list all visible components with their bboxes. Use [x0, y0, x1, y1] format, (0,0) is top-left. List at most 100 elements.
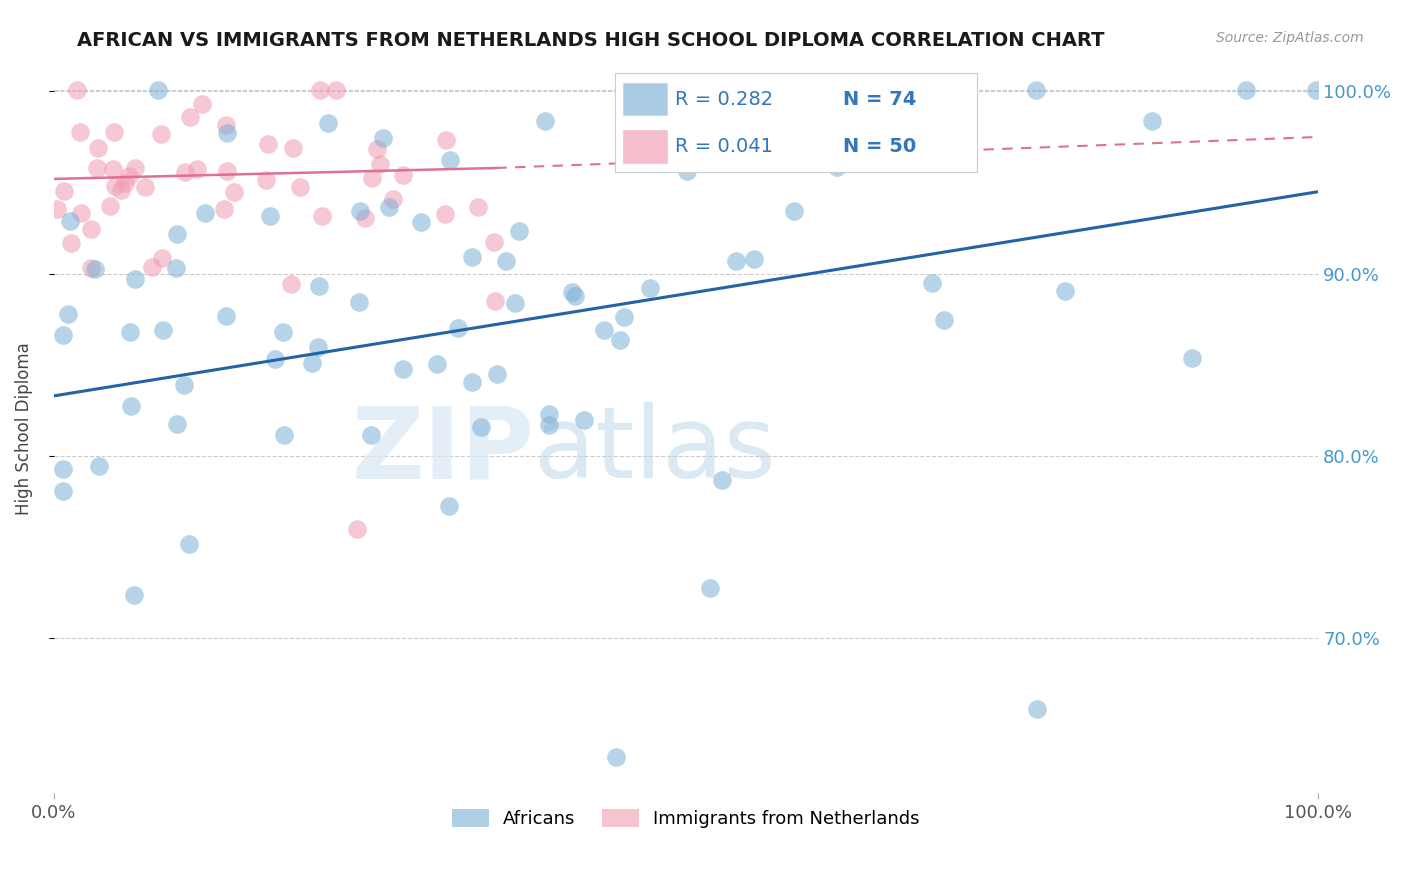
Point	[52, 328, 75, 343]
Point	[134, 179, 156, 194]
Point	[263, 352, 285, 367]
Point	[503, 295, 526, 310]
Point	[104, 179, 127, 194]
Point	[118, 169, 141, 184]
Point	[447, 321, 470, 335]
Point	[103, 125, 125, 139]
Point	[349, 203, 371, 218]
Point	[711, 473, 734, 487]
Point	[100, 199, 122, 213]
Point	[257, 136, 280, 151]
Point	[461, 375, 484, 389]
Point	[439, 153, 461, 167]
Point	[308, 279, 330, 293]
Text: R = 0.282: R = 0.282	[675, 89, 773, 109]
Point	[537, 407, 560, 421]
Point	[1054, 284, 1077, 298]
Point	[325, 82, 347, 96]
Point	[124, 272, 146, 286]
Point	[433, 207, 456, 221]
Point	[259, 209, 281, 223]
Point	[482, 235, 505, 250]
Point	[434, 133, 457, 147]
Text: AFRICAN VS IMMIGRANTS FROM NETHERLANDS HIGH SCHOOL DIPLOMA CORRELATION CHART: AFRICAN VS IMMIGRANTS FROM NETHERLANDS H…	[77, 31, 1105, 50]
Point	[290, 180, 312, 194]
Point	[53, 184, 76, 198]
Point	[378, 200, 401, 214]
Point	[439, 499, 461, 513]
Point	[194, 205, 217, 219]
Point	[486, 368, 509, 382]
Point	[79, 222, 101, 236]
Point	[360, 428, 382, 442]
Point	[1305, 82, 1327, 96]
Point	[103, 161, 125, 176]
Point	[212, 202, 235, 216]
Point	[460, 251, 482, 265]
Point	[533, 113, 555, 128]
Point	[311, 210, 333, 224]
Point	[273, 428, 295, 442]
Point	[110, 183, 132, 197]
Legend: Africans, Immigrants from Netherlands: Africans, Immigrants from Netherlands	[446, 802, 927, 836]
Point	[382, 192, 405, 206]
Point	[280, 277, 302, 291]
Point	[675, 164, 697, 178]
Text: atlas: atlas	[534, 402, 776, 500]
Point	[190, 97, 212, 112]
Point	[45, 202, 67, 217]
Point	[470, 420, 492, 434]
Point	[283, 141, 305, 155]
Point	[173, 165, 195, 179]
Point	[65, 82, 87, 96]
Point	[152, 323, 174, 337]
Point	[921, 276, 943, 290]
Point	[783, 203, 806, 218]
Point	[316, 115, 339, 129]
Point	[1181, 351, 1204, 365]
Text: N = 74: N = 74	[842, 89, 915, 109]
Point	[179, 110, 201, 124]
Text: R = 0.041: R = 0.041	[675, 136, 773, 156]
Point	[87, 141, 110, 155]
Point	[59, 214, 82, 228]
Point	[114, 176, 136, 190]
Point	[173, 377, 195, 392]
Point	[89, 459, 111, 474]
Point	[561, 285, 583, 299]
Point	[307, 340, 329, 354]
Point	[124, 161, 146, 175]
Point	[150, 127, 173, 141]
Point	[1234, 82, 1257, 96]
Point	[120, 326, 142, 340]
Point	[69, 124, 91, 138]
Point	[80, 261, 103, 276]
Point	[166, 227, 188, 241]
Point	[271, 325, 294, 339]
Point	[742, 252, 765, 266]
Point	[368, 157, 391, 171]
Point	[572, 413, 595, 427]
Point	[146, 82, 169, 96]
Text: ZIP: ZIP	[352, 402, 534, 500]
Point	[215, 118, 238, 132]
Point	[301, 356, 323, 370]
Point	[825, 160, 848, 174]
Point	[346, 522, 368, 536]
Point	[122, 588, 145, 602]
Point	[366, 142, 388, 156]
Point	[58, 307, 80, 321]
Point	[69, 206, 91, 220]
Point	[392, 168, 415, 182]
Point	[426, 357, 449, 371]
Text: Source: ZipAtlas.com: Source: ZipAtlas.com	[1216, 31, 1364, 45]
Point	[699, 581, 721, 595]
Point	[1140, 114, 1163, 128]
Point	[52, 483, 75, 498]
Point	[84, 262, 107, 277]
Point	[411, 215, 433, 229]
Point	[609, 333, 631, 347]
Point	[613, 310, 636, 325]
Point	[224, 185, 246, 199]
Point	[166, 417, 188, 432]
